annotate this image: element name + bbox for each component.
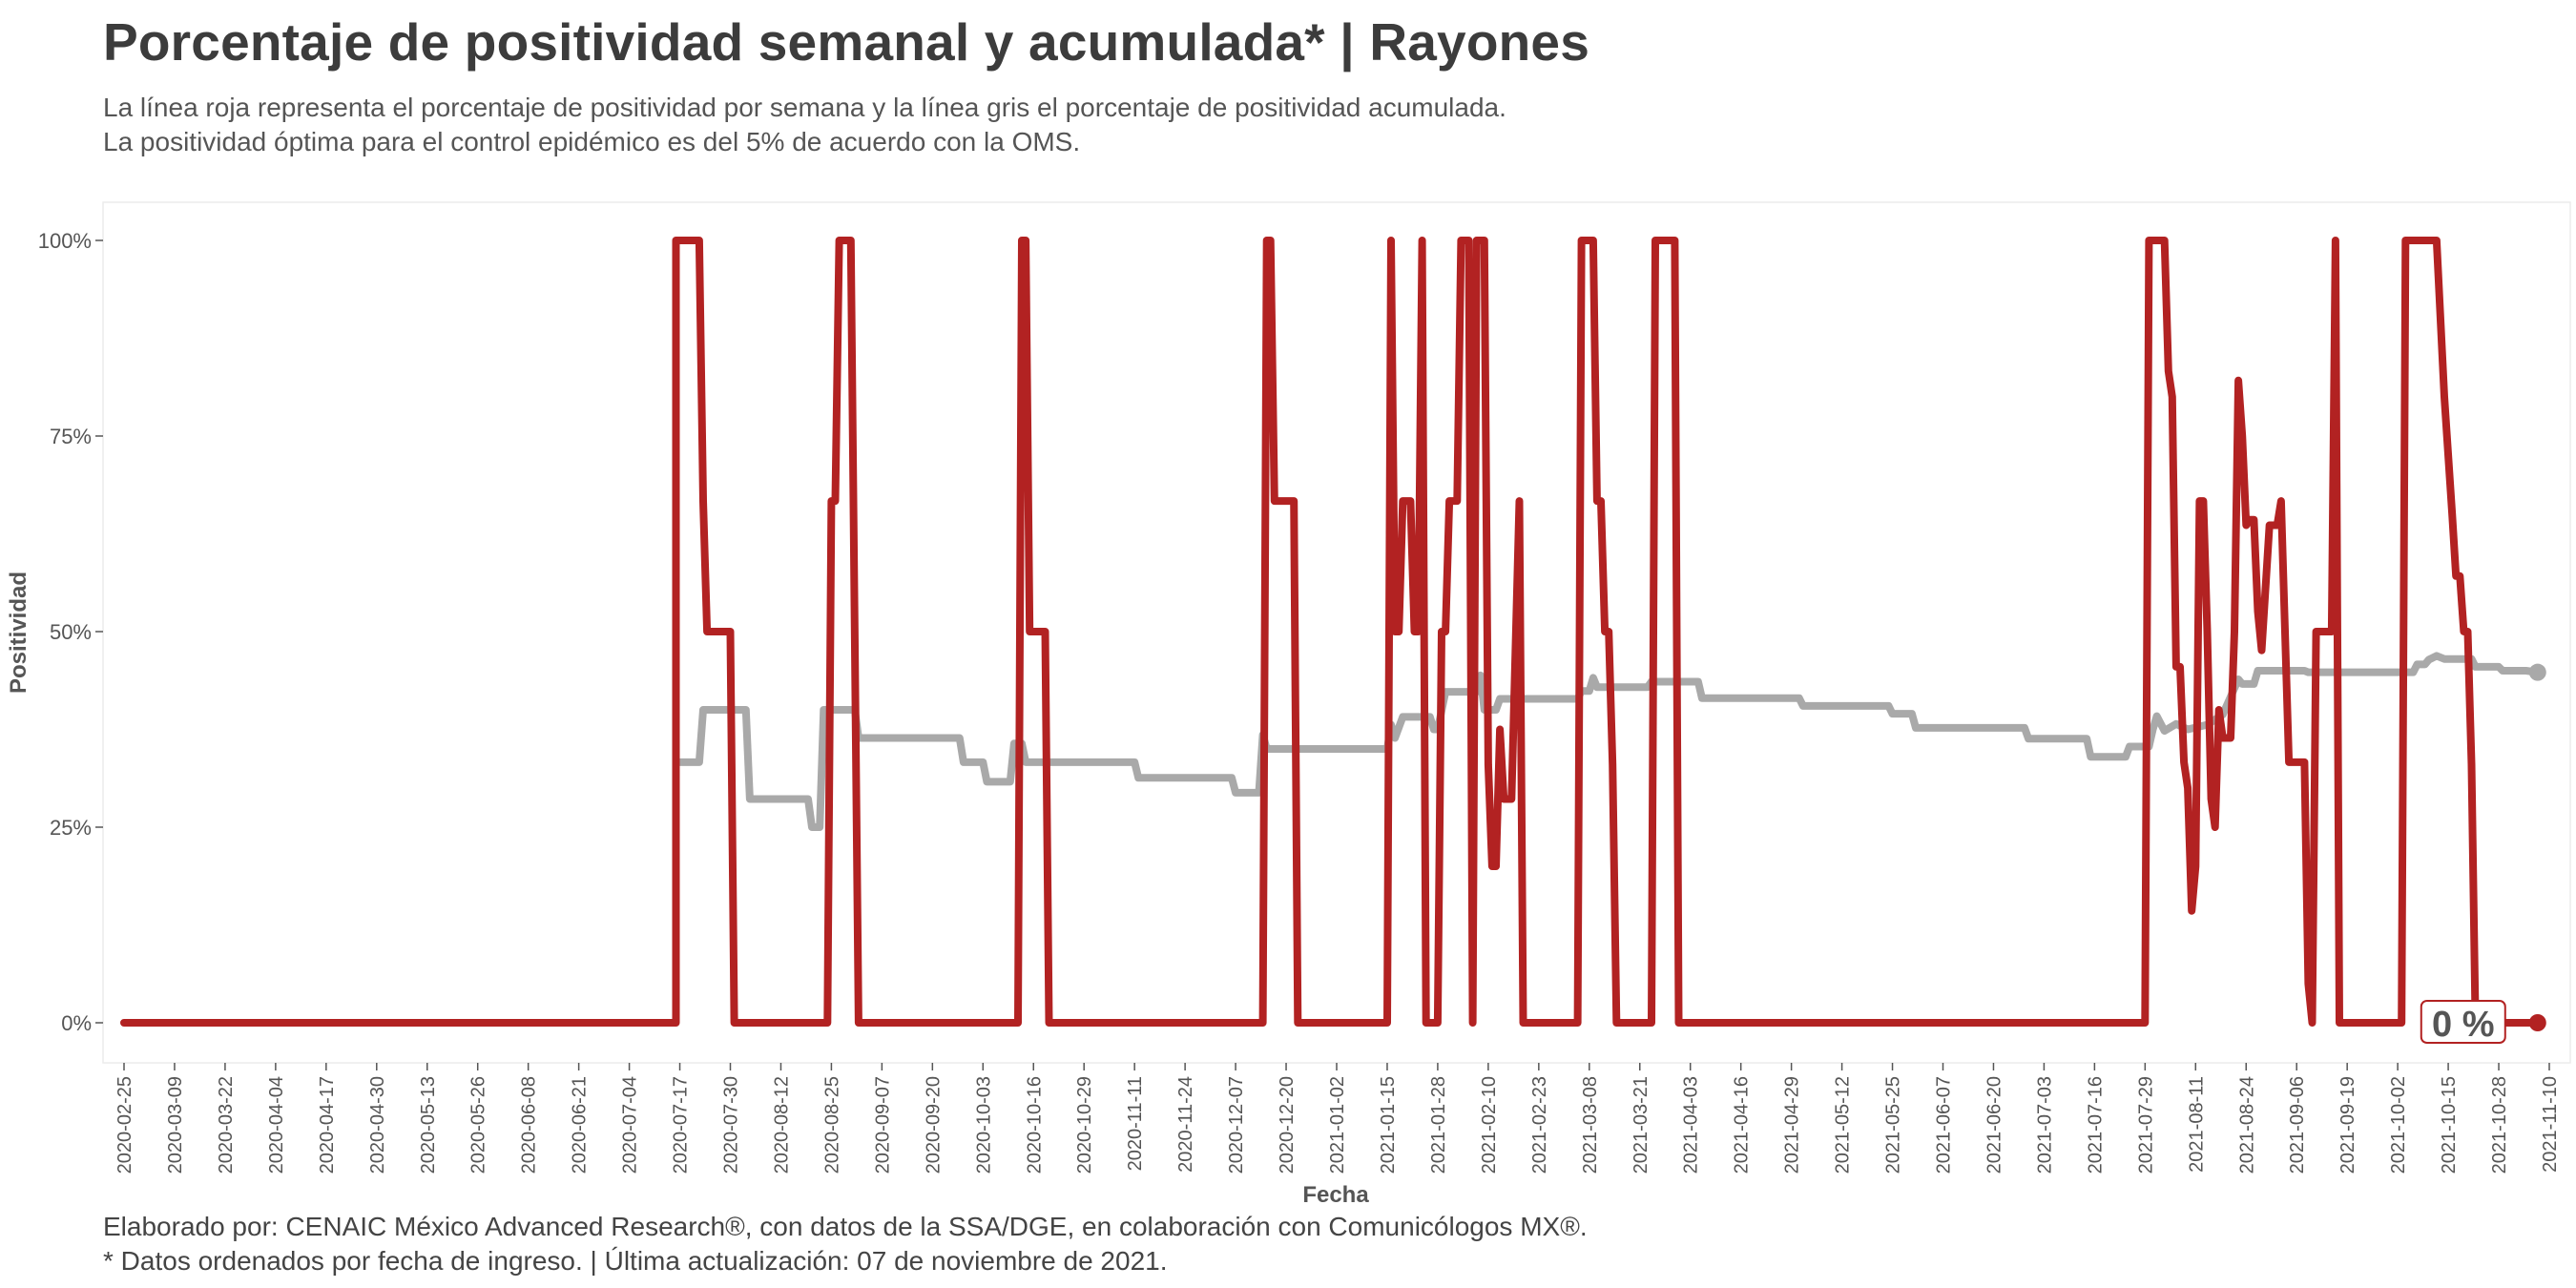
- subtitle-line-1: La línea roja representa el porcentaje d…: [103, 93, 1506, 122]
- y-tick-label: 100%: [38, 229, 92, 253]
- x-tick-label: 2021-10-28: [2489, 1076, 2510, 1174]
- x-axis-label: Fecha: [1302, 1182, 1369, 1208]
- x-tick-label: 2021-01-15: [1378, 1076, 1399, 1174]
- x-tick-label: 2020-12-20: [1277, 1076, 1298, 1174]
- x-tick-label: 2021-01-28: [1428, 1076, 1449, 1174]
- x-tick-label: 2021-07-03: [2034, 1076, 2055, 1174]
- weekly-end-point: [2528, 1014, 2546, 1031]
- x-tick-label: 2021-06-20: [1984, 1076, 2005, 1174]
- series-layer: 0 %: [120, 237, 2546, 1045]
- chart-title: Porcentaje de positividad semanal y acum…: [103, 12, 1589, 72]
- x-tick-label: 2020-03-22: [216, 1076, 237, 1174]
- x-tick-label: 2020-04-04: [266, 1076, 287, 1174]
- x-tick-label: 2020-07-30: [721, 1076, 742, 1174]
- x-axis: 2020-02-25 2020-03-09 2020-03-22 2020-04-04…: [114, 1063, 2561, 1174]
- y-tick-label: 25%: [50, 816, 92, 840]
- x-tick-label: 2020-06-21: [570, 1076, 591, 1174]
- y-tick-label: 0%: [61, 1011, 92, 1035]
- x-tick-label: 2021-05-25: [1883, 1076, 1904, 1174]
- x-tick-label: 2021-02-23: [1529, 1076, 1550, 1174]
- x-tick-label: 2021-04-29: [1782, 1076, 1803, 1174]
- y-axis-label: Positividad: [6, 571, 31, 694]
- x-tick-label: 2021-08-11: [2186, 1076, 2207, 1173]
- x-tick-label: 2020-03-09: [165, 1076, 186, 1174]
- chart-subtitle: La línea roja representa el porcentaje d…: [103, 91, 1506, 159]
- x-tick-label: 2020-05-13: [418, 1076, 439, 1174]
- x-tick-label: 2021-03-08: [1580, 1076, 1601, 1174]
- x-tick-label: 2020-07-17: [671, 1076, 692, 1174]
- x-tick-label: 2021-01-02: [1327, 1076, 1348, 1174]
- x-tick-label: 2020-02-25: [114, 1076, 135, 1174]
- x-tick-label: 2021-10-02: [2388, 1076, 2409, 1174]
- cumulative-positivity-line: [672, 652, 2542, 831]
- y-tick-label: 75%: [50, 425, 92, 448]
- x-tick-label: 2020-08-12: [771, 1076, 792, 1174]
- x-tick-label: 2020-11-11: [1125, 1076, 1146, 1171]
- x-tick-label: 2020-07-04: [620, 1076, 641, 1174]
- x-tick-label: 2021-02-10: [1479, 1076, 1500, 1174]
- x-tick-label: 2021-04-03: [1681, 1076, 1702, 1174]
- subtitle-line-2: La positividad óptima para el control ep…: [103, 127, 1081, 156]
- x-tick-label: 2021-10-15: [2439, 1076, 2460, 1174]
- x-tick-label: 2021-08-24: [2236, 1076, 2257, 1174]
- chart-caption: Elaborado por: CENAIC México Advanced Re…: [103, 1210, 1588, 1278]
- cumulative-end-point: [2528, 663, 2546, 681]
- x-tick-label: 2020-09-07: [872, 1076, 893, 1174]
- x-tick-label: 2021-07-29: [2135, 1076, 2156, 1174]
- plot-panel: [102, 201, 2571, 1064]
- x-tick-label: 2020-04-30: [367, 1076, 388, 1174]
- weekly-positivity-line: [120, 237, 2542, 1027]
- x-tick-label: 2020-09-20: [923, 1076, 944, 1174]
- x-tick-label: 2020-10-16: [1024, 1076, 1045, 1174]
- x-tick-label: 2020-08-25: [821, 1076, 842, 1174]
- caption-line-1: Elaborado por: CENAIC México Advanced Re…: [103, 1212, 1588, 1241]
- x-tick-label: 2021-07-16: [2085, 1076, 2106, 1174]
- x-tick-label: 2021-04-16: [1732, 1076, 1753, 1174]
- x-tick-label: 2021-11-10: [2540, 1076, 2561, 1173]
- x-tick-label: 2020-11-24: [1175, 1076, 1196, 1173]
- x-tick-label: 2021-09-06: [2287, 1076, 2308, 1174]
- x-tick-label: 2020-12-07: [1226, 1076, 1247, 1174]
- x-tick-label: 2020-06-08: [519, 1076, 540, 1174]
- x-tick-label: 2021-03-21: [1631, 1076, 1652, 1174]
- x-tick-label: 2021-05-12: [1833, 1076, 1854, 1174]
- x-tick-label: 2020-10-03: [973, 1076, 994, 1174]
- caption-line-2: * Datos ordenados por fecha de ingreso. …: [103, 1246, 1168, 1276]
- y-tick-label: 50%: [50, 620, 92, 644]
- x-tick-label: 2020-10-29: [1074, 1076, 1095, 1174]
- y-axis: 0% 25% 50% 75% 100%: [38, 229, 103, 1035]
- x-tick-label: 2021-09-19: [2337, 1076, 2358, 1174]
- end-value-label: 0 %: [2420, 1000, 2506, 1045]
- x-tick-label: 2021-06-07: [1934, 1076, 1955, 1174]
- x-tick-label: 2020-05-26: [468, 1076, 489, 1174]
- end-value-text: 0 %: [2432, 1005, 2494, 1045]
- x-tick-label: 2020-04-17: [317, 1076, 338, 1174]
